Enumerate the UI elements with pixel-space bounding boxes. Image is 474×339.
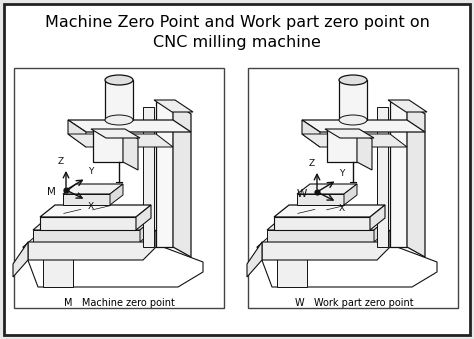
Polygon shape xyxy=(344,184,357,205)
Polygon shape xyxy=(118,234,163,247)
Text: W   Work part zero point: W Work part zero point xyxy=(295,298,413,308)
Ellipse shape xyxy=(105,115,133,125)
Polygon shape xyxy=(140,218,154,242)
Text: M: M xyxy=(47,187,56,197)
Polygon shape xyxy=(63,184,123,194)
Polygon shape xyxy=(374,218,388,242)
Polygon shape xyxy=(105,80,133,120)
Polygon shape xyxy=(93,130,123,162)
Text: X: X xyxy=(88,202,94,211)
Polygon shape xyxy=(297,194,344,205)
Polygon shape xyxy=(28,230,156,260)
Text: CNC milling machine: CNC milling machine xyxy=(153,35,321,50)
Text: X: X xyxy=(339,204,345,213)
Ellipse shape xyxy=(339,115,367,125)
Polygon shape xyxy=(43,247,73,287)
Text: M   Machine zero point: M Machine zero point xyxy=(64,298,174,308)
Text: Y: Y xyxy=(88,167,93,176)
Polygon shape xyxy=(274,205,385,217)
Polygon shape xyxy=(68,120,86,147)
Polygon shape xyxy=(63,194,110,205)
Polygon shape xyxy=(173,102,191,257)
Polygon shape xyxy=(302,120,320,147)
Text: W: W xyxy=(297,189,307,199)
Polygon shape xyxy=(40,217,136,230)
Polygon shape xyxy=(390,102,407,247)
Polygon shape xyxy=(388,100,427,112)
Polygon shape xyxy=(407,102,425,257)
Polygon shape xyxy=(262,230,390,260)
Polygon shape xyxy=(377,107,388,247)
Polygon shape xyxy=(68,120,191,132)
Bar xyxy=(14,68,224,308)
Polygon shape xyxy=(23,234,178,247)
Polygon shape xyxy=(91,129,140,138)
Polygon shape xyxy=(23,247,203,287)
Polygon shape xyxy=(370,205,385,230)
Polygon shape xyxy=(154,100,193,112)
Polygon shape xyxy=(352,234,397,247)
Polygon shape xyxy=(136,205,151,230)
Polygon shape xyxy=(277,247,307,287)
Polygon shape xyxy=(68,134,173,147)
Polygon shape xyxy=(33,218,154,230)
Text: Machine Zero Point and Work part zero point on: Machine Zero Point and Work part zero po… xyxy=(45,15,429,30)
Bar xyxy=(248,68,458,308)
Polygon shape xyxy=(357,130,372,170)
Polygon shape xyxy=(327,130,357,162)
Polygon shape xyxy=(267,218,388,230)
Text: Z: Z xyxy=(309,159,315,168)
Polygon shape xyxy=(13,242,28,277)
Polygon shape xyxy=(274,217,370,230)
Ellipse shape xyxy=(339,75,367,85)
Polygon shape xyxy=(302,134,407,147)
Polygon shape xyxy=(123,130,138,170)
Polygon shape xyxy=(325,129,374,138)
Polygon shape xyxy=(40,205,151,217)
Polygon shape xyxy=(247,242,262,277)
Polygon shape xyxy=(297,184,357,194)
Polygon shape xyxy=(156,102,173,247)
Polygon shape xyxy=(143,107,154,247)
Text: Y: Y xyxy=(339,169,345,178)
Polygon shape xyxy=(257,247,437,287)
Polygon shape xyxy=(257,234,412,247)
Ellipse shape xyxy=(105,75,133,85)
Polygon shape xyxy=(110,184,123,205)
Polygon shape xyxy=(339,80,367,120)
Polygon shape xyxy=(302,120,425,132)
Polygon shape xyxy=(267,230,374,242)
Polygon shape xyxy=(33,230,140,242)
Text: Z: Z xyxy=(58,157,64,166)
